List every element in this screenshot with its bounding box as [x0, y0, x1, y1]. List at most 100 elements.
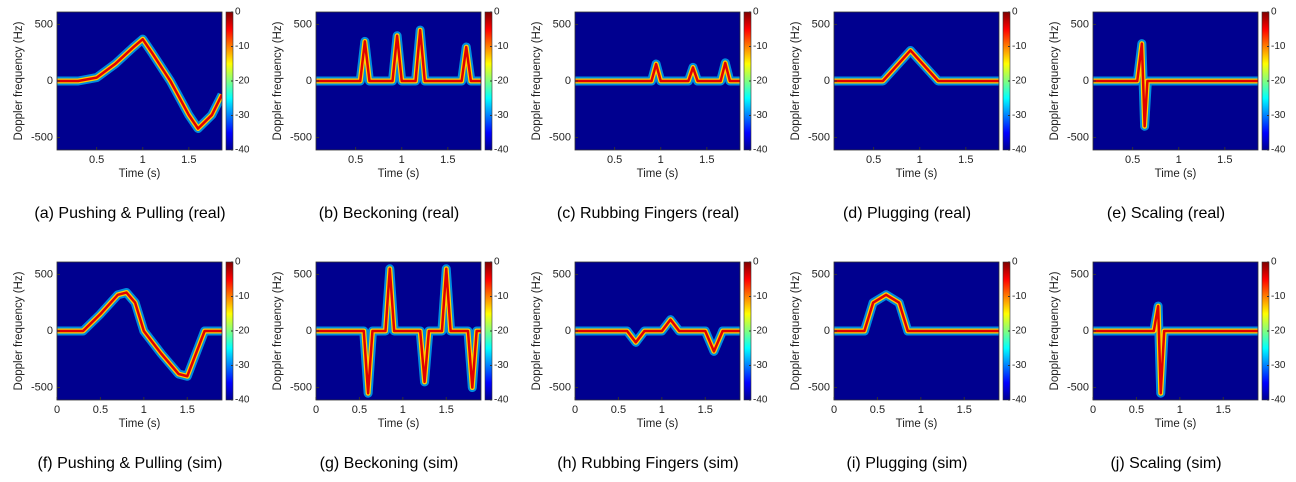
y-tick-label: 0: [565, 75, 571, 87]
colorbar-tick-label: -30: [494, 110, 509, 121]
colorbar-tick-label: -20: [753, 76, 768, 87]
x-tick-label: 0.5: [352, 404, 367, 416]
y-tick-label: 0: [306, 325, 312, 337]
y-tick-label: -500: [290, 131, 312, 143]
colorbar-tick-label: -40: [235, 395, 250, 406]
doppler-trace: [57, 37, 222, 130]
colorbar-tick-label: 0: [753, 257, 759, 268]
colorbar-tick-label: -30: [1271, 360, 1286, 371]
doppler-trace: [316, 28, 481, 83]
colorbar-tick-label: -40: [1271, 145, 1286, 156]
colorbar-tick-label: -20: [1012, 326, 1027, 337]
x-tick-label: 1: [659, 404, 665, 416]
colorbar-tick-label: -40: [494, 145, 509, 156]
x-tick-label: 1: [1177, 404, 1183, 416]
panel: -500 0 500 0.5 1 1.5 Time (s) Doppler frequency…: [790, 7, 1027, 223]
colorbar-tick-label: -10: [753, 291, 768, 302]
colorbar-tick-label: -20: [1012, 76, 1027, 87]
panel: -500 0 500 0.5 1 1.5 Time (s) Doppler frequency…: [531, 7, 768, 223]
x-tick-label: 0.5: [866, 154, 881, 166]
y-tick-label: 0: [47, 325, 53, 337]
y-axis-label: Doppler frequency (Hz): [531, 21, 543, 140]
colorbar-tick-label: -10: [494, 291, 509, 302]
doppler-trace: [316, 267, 481, 395]
x-tick-label: 1: [141, 404, 147, 416]
colorbar-tick-label: 0: [235, 257, 241, 268]
y-tick-label: 0: [306, 75, 312, 87]
ridge-group: [316, 264, 481, 398]
y-axis-label: Doppler frequency (Hz): [790, 271, 802, 390]
x-tick-label: 1.5: [440, 154, 455, 166]
caption: (e) Scaling (real): [1107, 205, 1225, 222]
x-tick-label: 1: [1176, 154, 1182, 166]
x-axis-label: Time (s): [896, 418, 938, 430]
x-tick-label: 1.5: [1217, 154, 1232, 166]
y-tick-label: -500: [31, 131, 53, 143]
colorbar-tick-label: -10: [1012, 291, 1027, 302]
x-tick-label: 1: [917, 154, 923, 166]
y-tick-label: 0: [1083, 325, 1089, 337]
x-tick-label: 0.5: [93, 404, 108, 416]
colorbar-tick-label: -20: [235, 326, 250, 337]
x-tick-label: 1: [399, 154, 405, 166]
colorbar-tick-label: -40: [753, 395, 768, 406]
colorbar-tick-label: 0: [494, 7, 500, 18]
y-axis-label: Doppler frequency (Hz): [790, 21, 802, 140]
colorbar-tick-label: -40: [1012, 395, 1027, 406]
x-tick-label: 0: [313, 404, 319, 416]
x-axis-label: Time (s): [637, 168, 679, 180]
caption: (f) Pushing & Pulling (sim): [38, 455, 223, 472]
ridge-group: [575, 315, 740, 356]
y-tick-label: 500: [812, 18, 830, 30]
doppler-trace: [575, 318, 740, 353]
y-axis-label: Doppler frequency (Hz): [272, 21, 284, 140]
y-tick-label: -500: [31, 381, 53, 393]
x-tick-label: 1: [140, 154, 146, 166]
ridge-group: [575, 58, 740, 86]
colorbar-tick-label: -20: [753, 326, 768, 337]
colorbar-tick-label: -30: [753, 110, 768, 121]
x-axis-label: Time (s): [896, 168, 938, 180]
colorbar-tick-label: -40: [1271, 395, 1286, 406]
y-tick-label: 0: [824, 325, 830, 337]
colorbar-tick-label: -40: [753, 145, 768, 156]
doppler-trace: [57, 291, 222, 378]
x-tick-label: 1.5: [181, 154, 196, 166]
x-axis-label: Time (s): [119, 418, 161, 430]
colorbar-tick-label: 0: [753, 7, 759, 18]
ridge-group: [834, 290, 999, 336]
panel: -500 0 500 0.5 1 1.5 Time (s) Doppler frequency…: [13, 7, 250, 223]
caption: (a) Pushing & Pulling (real): [34, 205, 225, 222]
x-tick-label: 0.5: [1125, 154, 1140, 166]
colorbar-tick-label: -30: [1271, 110, 1286, 121]
doppler-trace: [1093, 304, 1258, 395]
colorbar-tick-label: -40: [1012, 145, 1027, 156]
colorbar-tick-label: 0: [1012, 257, 1018, 268]
ridge-group: [834, 45, 999, 86]
x-tick-label: 1: [918, 404, 924, 416]
x-tick-label: 0.5: [1129, 404, 1144, 416]
x-tick-label: 0: [572, 404, 578, 416]
colorbar-tick-label: -20: [1271, 76, 1286, 87]
colorbar-tick-label: -10: [235, 291, 250, 302]
doppler-trace: [575, 61, 740, 83]
colorbar-tick-label: -30: [1012, 360, 1027, 371]
y-tick-label: 500: [35, 268, 53, 280]
caption: (b) Beckoning (real): [319, 205, 460, 222]
colorbar-tick-label: -40: [494, 395, 509, 406]
ridge-group: [57, 288, 222, 381]
colorbar-tick-label: -20: [494, 76, 509, 87]
caption: (c) Rubbing Fingers (real): [557, 205, 739, 222]
y-tick-label: 500: [553, 18, 571, 30]
colorbar-tick-label: -10: [753, 41, 768, 52]
x-tick-label: 1.5: [698, 404, 713, 416]
x-tick-label: 1: [658, 154, 664, 166]
caption: (j) Scaling (sim): [1110, 455, 1221, 472]
x-axis-label: Time (s): [378, 418, 420, 430]
y-axis-label: Doppler frequency (Hz): [13, 271, 25, 390]
x-tick-label: 0.5: [611, 404, 626, 416]
